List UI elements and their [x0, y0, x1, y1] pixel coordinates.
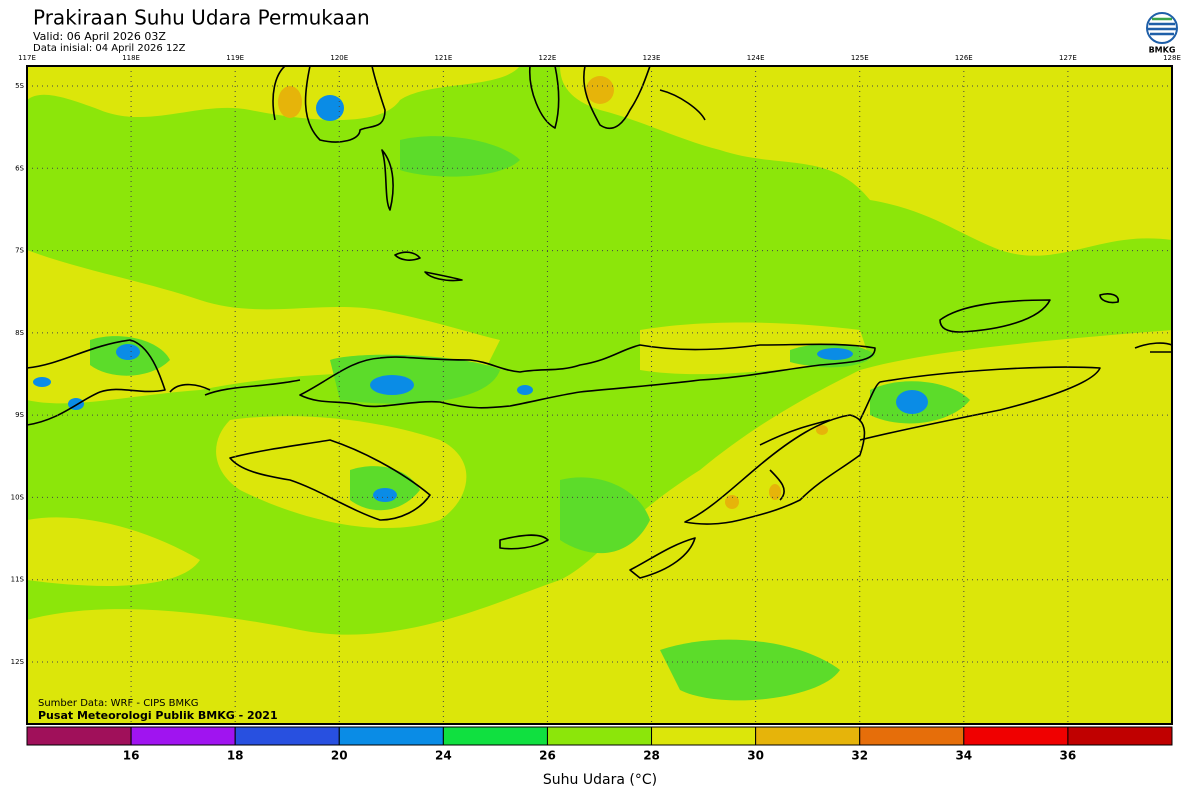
- lat-label: 11S: [11, 576, 25, 584]
- lat-label: 8S: [15, 329, 24, 337]
- lon-label: 121E: [434, 54, 452, 62]
- lon-label: 120E: [330, 54, 348, 62]
- map-frame: [26, 65, 1173, 725]
- lon-label: 123E: [643, 54, 661, 62]
- colorbar-segment: [546, 726, 653, 746]
- lat-label: 5S: [15, 82, 24, 90]
- colorbar-segment: [859, 726, 965, 746]
- colorbar-segment: [130, 726, 236, 746]
- lon-label: 119E: [226, 54, 244, 62]
- valid-time: Valid: 06 April 2026 03Z: [33, 30, 166, 43]
- lon-label: 118E: [122, 54, 140, 62]
- source-note: Sumber Data: WRF - CIPS BMKG: [38, 698, 198, 709]
- colorbar-tick-label: 34: [955, 749, 972, 763]
- lon-label: 127E: [1059, 54, 1077, 62]
- colorbar-segment: [651, 726, 757, 746]
- logo: BMKG: [1146, 12, 1178, 55]
- colorbar-tick-label: 28: [643, 749, 660, 763]
- colorbar-segment: [963, 726, 1069, 746]
- colorbar-segment: [234, 726, 340, 746]
- colorbar-tick-label: 18: [227, 749, 244, 763]
- logo-text: BMKG: [1149, 46, 1176, 55]
- colorbar: 16 18 20 24 26 28 30 32 34 36: [26, 726, 1173, 763]
- init-time: Data inisial: 04 April 2026 12Z: [33, 43, 186, 54]
- lat-label: 6S: [15, 164, 24, 172]
- colorbar-tick-label: 36: [1060, 749, 1077, 763]
- colorbar-segment: [26, 726, 132, 746]
- credit-note: Pusat Meteorologi Publik BMKG - 2021: [38, 709, 278, 722]
- colorbar-tick-label: 30: [747, 749, 764, 763]
- lon-label: 124E: [747, 54, 765, 62]
- lon-label: 126E: [955, 54, 973, 62]
- colorbar-segment: [442, 726, 548, 746]
- colorbar-segment: [755, 726, 861, 746]
- colorbar-tick-label: 20: [331, 749, 348, 763]
- colorbar-tick-label: 32: [851, 749, 868, 763]
- lon-label: 117E: [18, 54, 36, 62]
- colorbar-tick-label: 16: [123, 749, 140, 763]
- graticule: 117E 118E 119E 120E 121E 122E 123E 124E 125E 126E…: [11, 54, 1181, 724]
- lon-label: 125E: [851, 54, 869, 62]
- colorbar-segment: [338, 726, 444, 746]
- colorbar-title: Suhu Udara (°C): [543, 772, 657, 788]
- lon-label: 122E: [539, 54, 557, 62]
- lat-label: 7S: [15, 247, 24, 255]
- colorbar-segment: [1067, 726, 1173, 746]
- colorbar-tick-label: 26: [539, 749, 556, 763]
- title: Prakiraan Suhu Udara Permukaan: [33, 6, 370, 30]
- lat-label: 10S: [11, 493, 25, 501]
- temperature-field: [27, 66, 1172, 724]
- colorbar-tick-label: 24: [435, 749, 452, 763]
- lon-label: 128E: [1163, 54, 1181, 62]
- lat-label: 12S: [11, 658, 25, 666]
- lat-label: 9S: [15, 411, 24, 419]
